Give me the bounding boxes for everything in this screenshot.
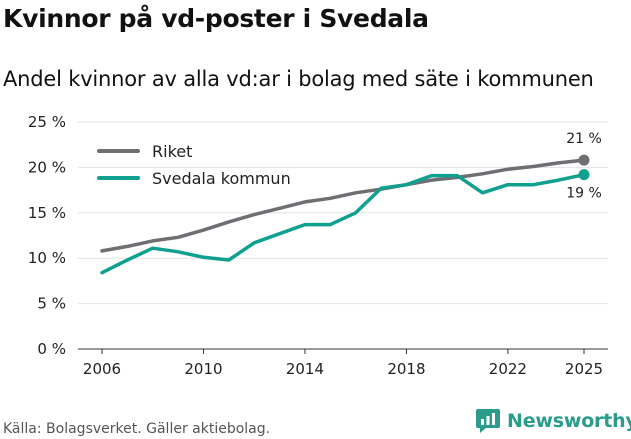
y-tick-label: 10 %	[28, 249, 66, 267]
series-end-label: 21 %	[566, 131, 602, 147]
brand-name: Newsworthy	[507, 410, 631, 432]
chart-subtitle: Andel kvinnor av alla vd:ar i bolag med …	[3, 67, 594, 91]
series-line-riket	[100, 158, 586, 253]
x-tick-label: 2006	[83, 360, 121, 378]
newsworthy-icon	[476, 409, 500, 433]
x-tick-label: 2018	[387, 360, 425, 378]
legend-label: Riket	[152, 142, 192, 161]
y-tick-label: 25 %	[28, 113, 66, 131]
series-end-point	[578, 169, 590, 181]
source-note: Källa: Bolagsverket. Gäller aktiebolag.	[3, 421, 271, 437]
chart-title: Kvinnor på vd-poster i Svedala	[3, 4, 429, 33]
x-tick-label: 2025	[565, 360, 603, 378]
x-tick-label: 2010	[184, 360, 222, 378]
series-end-point	[578, 154, 590, 166]
x-tick-label: 2022	[489, 360, 527, 378]
legend-label: Svedala kommun	[152, 169, 291, 188]
y-tick-label: 0 %	[37, 340, 66, 358]
y-tick-label: 15 %	[28, 204, 66, 222]
newsworthy-logo: Newsworthy	[476, 409, 631, 433]
x-tick-label: 2014	[286, 360, 324, 378]
series-end-label: 19 %	[566, 186, 602, 202]
series-line-svedala	[100, 172, 586, 275]
y-tick-label: 20 %	[28, 158, 66, 176]
y-tick-label: 5 %	[37, 295, 66, 313]
